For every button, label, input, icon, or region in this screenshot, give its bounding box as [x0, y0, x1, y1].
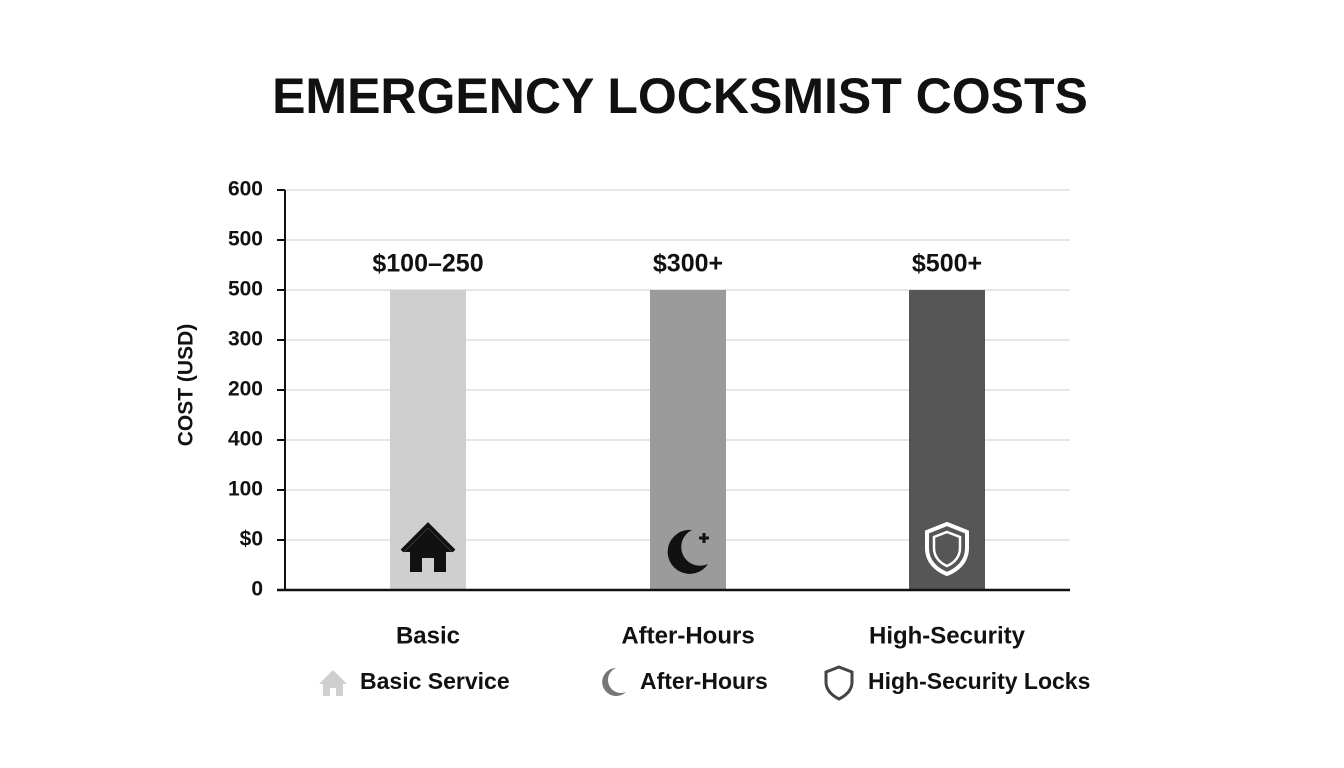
legend-icons: [319, 665, 854, 701]
bar: [909, 290, 985, 590]
y-axis-label: COST (USD): [175, 324, 198, 447]
bar-annotation: $500+: [912, 250, 982, 278]
chart-title: EMERGENCY LOCKSMIST COSTS: [272, 68, 1088, 124]
shield-icon: [925, 521, 969, 577]
y-tick-label: 200: [228, 378, 263, 401]
bar-icons: [400, 521, 969, 577]
bar-annotation: $100–250: [372, 250, 483, 278]
y-tick-label: 0: [251, 578, 263, 601]
legend-shield: [824, 665, 854, 701]
legend-moon: [602, 668, 626, 696]
house-icon: [400, 522, 456, 572]
legend-label: After-Hours: [640, 668, 768, 694]
y-tick-label: $0: [240, 528, 263, 551]
legend-label: Basic Service: [360, 668, 510, 694]
y-tick-label: 400: [228, 428, 263, 451]
x-tick-label: After-Hours: [621, 622, 754, 649]
x-tick-label: High-Security: [869, 622, 1026, 649]
x-tick-label: Basic: [396, 622, 460, 649]
bar: [650, 290, 726, 590]
y-tick-label: 100: [228, 478, 263, 501]
y-tick-label: 300: [228, 328, 263, 351]
bar-annotation: $300+: [653, 250, 723, 278]
plot-area: 0 $0 100 400 200 300 500 500 600 $100–250 Basic $30…: [228, 178, 1070, 649]
legend-label: High-Security Locks: [868, 668, 1090, 694]
y-tick-label: 600: [228, 178, 263, 201]
y-tick-label: 500: [228, 228, 263, 251]
moon-icon: [667, 529, 709, 574]
y-tick-label: 500: [228, 278, 263, 301]
legend-house: [319, 670, 347, 696]
